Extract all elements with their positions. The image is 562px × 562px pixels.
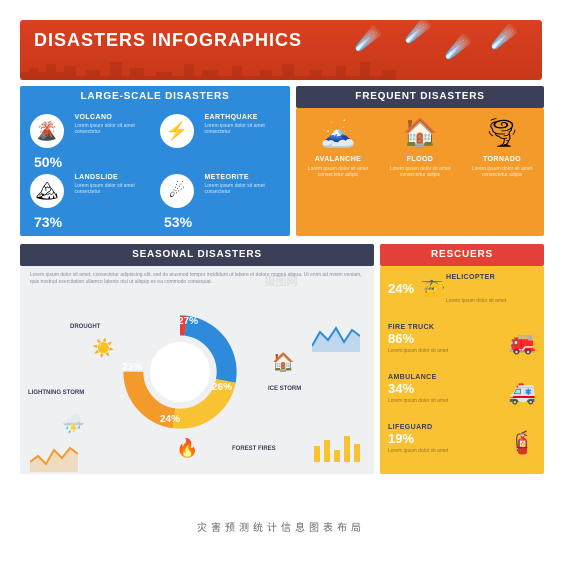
seasonal-title-bar: SEASONAL DISASTERS (20, 244, 374, 266)
item-pct: 50% (34, 154, 150, 170)
item-label: METEORITE (204, 174, 278, 181)
large-item-meteorite: ☄ METEORITE Lorem ipsum dolor sit amet co… (160, 174, 280, 230)
frequent-panel: 🗻 AVALANCHE Lorem ipsum dolor sit amet c… (296, 108, 544, 236)
large-item-volcano: 🌋 VOLCANO Lorem ipsum dolor sit amet cons… (30, 114, 150, 170)
meteor-icon: ☄️ (355, 26, 382, 52)
caption-text: 灾害预测统计信息图表布局 (0, 519, 562, 534)
meteorite-icon: ☄ (160, 174, 194, 208)
item-pct: 24% (388, 281, 536, 296)
infographic-root: DISASTERS INFOGRAPHICS ☄️ ☄️ ☄️ ☄️ LARGE… (0, 0, 562, 562)
item-label: LANDSLIDE (74, 174, 148, 181)
seg-label: ICE STORM (268, 386, 301, 392)
item-desc: Lorem ipsum dolor sit amet consectetur (74, 123, 148, 135)
seasonal-desc: Lorem ipsum dolor sit amet, consectetur … (30, 272, 364, 285)
item-label: TORNADO (464, 156, 540, 163)
item-desc: Lorem ipsum dolor sit amet consectetur (204, 123, 278, 135)
seg-pct: 26% (212, 382, 232, 393)
lifeguard-icon: 🧯 (509, 430, 536, 456)
item-desc: Lorem ipsum dolor sit amet consectetur a… (382, 166, 458, 178)
header-banner: DISASTERS INFOGRAPHICS ☄️ ☄️ ☄️ ☄️ (20, 20, 542, 80)
freq-item-flood: 🏠 FLOOD Lorem ipsum dolor sit amet conse… (382, 116, 458, 178)
rescuers-title-bar: RESCUERS (380, 244, 544, 266)
rescuer-ambulance: AMBULANCE 34% Lorem ipsum dolor sit amet… (388, 374, 536, 418)
meteor-icon: ☄️ (405, 18, 432, 44)
rescuer-firetruck: FIRE TRUCK 86% Lorem ipsum dolor sit ame… (388, 324, 536, 368)
item-desc: Lorem ipsum dolor sit amet consectetur (74, 183, 148, 195)
frequent-title: FREQUENT DISASTERS (296, 86, 544, 107)
seasonal-panel: Lorem ipsum dolor sit amet, consectetur … (20, 266, 374, 474)
ice-storm-icon: 🏠 (272, 352, 294, 373)
ambulance-icon: 🚑 (509, 380, 536, 406)
item-desc: Lorem ipsum dolor sit amet consectetur (204, 183, 278, 195)
spark-chart-2 (312, 322, 360, 352)
rescuers-panel: HELICOPTER 24% Lorem ipsum dolor sit ame… (380, 266, 544, 474)
freq-item-avalanche: 🗻 AVALANCHE Lorem ipsum dolor sit amet c… (300, 116, 376, 178)
ring-hole (150, 342, 210, 402)
volcano-icon: 🌋 (30, 114, 64, 148)
seasonal-title: SEASONAL DISASTERS (20, 244, 374, 265)
seg-pct: 23% (122, 362, 142, 373)
large-item-landslide: 🏔 LANDSLIDE Lorem ipsum dolor sit amet co… (30, 174, 150, 230)
large-scale-panel: LARGE-SCALE DISASTERS 🌋 VOLCANO Lorem ips… (20, 86, 290, 236)
item-desc: Lorem ipsum dolor sit amet (446, 298, 536, 304)
item-desc: Lorem ipsum dolor sit amet consectetur a… (464, 166, 540, 178)
freq-item-tornado: 🌪 TORNADO Lorem ipsum dolor sit amet con… (464, 116, 540, 178)
seasonal-ring-chart: 27% 26% 24% 23% (120, 312, 240, 432)
rescuer-lifeguard: LIFEGUARD 19% Lorem ipsum dolor sit amet… (388, 424, 536, 468)
item-label: EARTHQUAKE (204, 114, 278, 121)
seg-label: FOREST FIRES (232, 446, 276, 452)
item-label: VOLCANO (74, 114, 148, 121)
spark-chart-3 (312, 432, 360, 462)
firetruck-icon: 🚒 (509, 330, 536, 356)
item-pct: 53% (164, 214, 280, 230)
item-label: AVALANCHE (300, 156, 376, 163)
spark-chart-1 (30, 442, 78, 472)
watermark-text: 摄图网 (265, 273, 298, 289)
helicopter-icon: 🚁 (420, 272, 447, 298)
forest-fire-icon: 🔥 (176, 438, 198, 459)
tornado-icon: 🌪 (464, 116, 540, 156)
seg-pct: 24% (160, 414, 180, 425)
drought-icon: ☀️ (92, 338, 114, 359)
item-pct: 73% (34, 214, 150, 230)
avalanche-icon: 🗻 (300, 116, 376, 156)
item-label: HELICOPTER (446, 274, 536, 281)
large-item-earthquake: ⚡ EARTHQUAKE Lorem ipsum dolor sit amet c… (160, 114, 280, 148)
seg-pct: 27% (178, 316, 198, 327)
large-title: LARGE-SCALE DISASTERS (20, 86, 290, 107)
flood-icon: 🏠 (382, 116, 458, 156)
item-desc: Lorem ipsum dolor sit amet consectetur a… (300, 166, 376, 178)
meteor-icon: ☄️ (445, 34, 472, 60)
meteor-icon: ☄️ (491, 24, 518, 50)
earthquake-icon: ⚡ (160, 114, 194, 148)
item-label: FLOOD (382, 156, 458, 163)
rescuer-helicopter: HELICOPTER 24% Lorem ipsum dolor sit ame… (388, 274, 536, 318)
lightning-icon: ⛈️ (62, 414, 84, 435)
rescuers-title: RESCUERS (380, 244, 544, 265)
seg-label: DROUGHT (70, 324, 100, 330)
landslide-icon: 🏔 (30, 174, 64, 208)
skyline-icon (20, 62, 540, 80)
frequent-title-bar: FREQUENT DISASTERS (296, 86, 544, 108)
seg-label: LIGHTNING STORM (28, 390, 84, 396)
